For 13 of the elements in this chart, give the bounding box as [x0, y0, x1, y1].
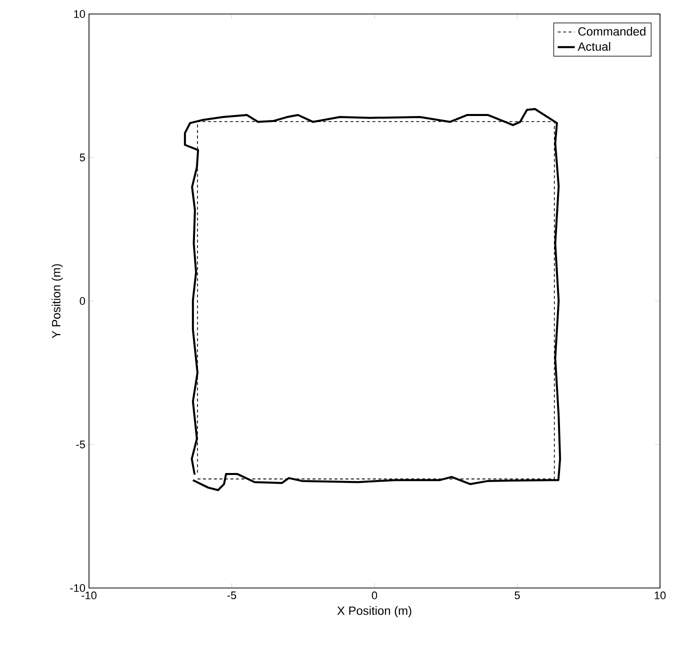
x-tick-label: 5 [514, 592, 520, 600]
y-tick-label: 10 [74, 10, 86, 18]
y-tick-label: 5 [80, 154, 86, 162]
x-tick-label: -5 [227, 592, 236, 600]
x-tick-label: 10 [654, 592, 666, 600]
y-tick-label: -10 [70, 584, 86, 592]
y-axis-title: Y Position (m) [52, 264, 63, 338]
y-tick-label: -5 [76, 440, 86, 448]
x-tick-label: 0 [372, 592, 378, 600]
legend-label: Commanded [578, 26, 646, 36]
legend-label: Actual [578, 42, 610, 51]
y-tick-label: 0 [80, 297, 86, 305]
x-axis-title: X Position (m) [337, 606, 412, 618]
